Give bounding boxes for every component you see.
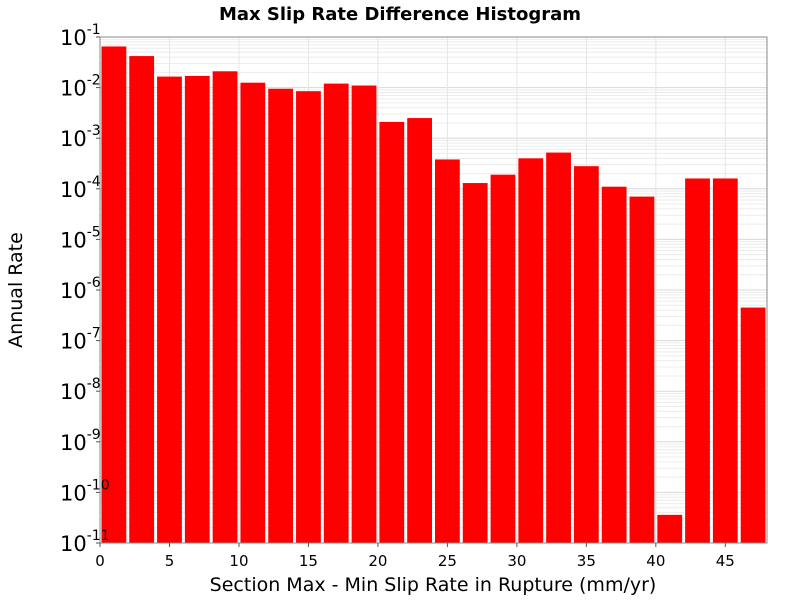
x-tick-label: 10 bbox=[229, 552, 248, 570]
bar-22 bbox=[712, 178, 738, 543]
bar-17 bbox=[573, 166, 599, 543]
y-tick-exponent: -6 bbox=[87, 275, 101, 291]
x-tick-label: 20 bbox=[368, 552, 387, 570]
x-tick-label: 40 bbox=[646, 552, 665, 570]
bar-1 bbox=[129, 56, 155, 543]
y-tick-exponent: -5 bbox=[87, 224, 101, 240]
x-tick-label: 35 bbox=[577, 552, 596, 570]
y-tick-label: 10-11 bbox=[60, 528, 110, 556]
y-axis-ticks: 10-11 10-10 10-9 10-8 10-7 10-6 10-5 10-4 10-3 10… bbox=[60, 22, 110, 556]
y-tick-exponent: -2 bbox=[87, 73, 101, 89]
y-tick-label: 10-6 bbox=[60, 275, 101, 303]
bar-18 bbox=[601, 186, 627, 543]
y-tick-label: 10-8 bbox=[60, 376, 101, 404]
y-tick-label: 10-2 bbox=[60, 73, 101, 101]
bar-8 bbox=[323, 83, 349, 543]
bar-2 bbox=[157, 76, 182, 544]
bar-10 bbox=[379, 121, 405, 544]
bar-0 bbox=[101, 46, 127, 543]
bar-6 bbox=[268, 88, 294, 544]
y-tick-label: 10-5 bbox=[60, 224, 101, 252]
bar-4 bbox=[212, 71, 238, 543]
x-tick-label: 25 bbox=[438, 552, 457, 570]
bar-9 bbox=[351, 85, 377, 544]
bar-23 bbox=[740, 307, 766, 543]
bar-5 bbox=[240, 82, 266, 543]
x-tick-label: 5 bbox=[165, 552, 175, 570]
x-tick-label: 0 bbox=[95, 552, 105, 570]
x-tick-label: 15 bbox=[299, 552, 318, 570]
y-tick-exponent: -3 bbox=[87, 123, 101, 139]
bar-19 bbox=[629, 196, 655, 543]
y-tick-label: 10-9 bbox=[60, 427, 101, 455]
x-tick-label: 30 bbox=[507, 552, 526, 570]
y-tick-label: 10-10 bbox=[60, 477, 110, 505]
bar-13 bbox=[462, 183, 488, 543]
y-tick-label: 10-7 bbox=[60, 326, 101, 354]
x-axis-label: Section Max - Min Slip Rate in Rupture (… bbox=[210, 574, 657, 596]
y-tick-exponent: -9 bbox=[87, 427, 101, 443]
bars bbox=[101, 46, 766, 544]
chart-title: Max Slip Rate Difference Histogram bbox=[219, 4, 581, 25]
y-tick-exponent: -7 bbox=[87, 326, 101, 342]
y-tick-exponent: -4 bbox=[87, 174, 101, 190]
bar-20 bbox=[657, 514, 683, 543]
grid-lines bbox=[99, 37, 767, 544]
y-tick-exponent: -8 bbox=[87, 376, 101, 392]
bar-3 bbox=[184, 75, 210, 544]
bar-11 bbox=[407, 118, 432, 543]
y-tick-exponent: -11 bbox=[87, 528, 110, 544]
y-tick-label: 10-1 bbox=[60, 22, 101, 50]
y-tick-exponent: -1 bbox=[87, 22, 101, 38]
y-tick-label: 10-3 bbox=[60, 123, 101, 151]
bar-7 bbox=[296, 91, 321, 544]
bar-21 bbox=[685, 178, 710, 543]
y-axis-label: Annual Rate bbox=[5, 232, 27, 348]
bar-15 bbox=[518, 158, 544, 544]
bar-12 bbox=[435, 159, 460, 543]
y-tick-label: 10-4 bbox=[60, 174, 101, 202]
x-axis-ticks: 0 5 10 15 20 25 30 35 40 45 bbox=[95, 543, 735, 570]
y-tick-exponent: -10 bbox=[87, 477, 110, 493]
bar-14 bbox=[490, 174, 516, 543]
x-tick-label: 45 bbox=[716, 552, 735, 570]
bar-16 bbox=[546, 152, 571, 543]
